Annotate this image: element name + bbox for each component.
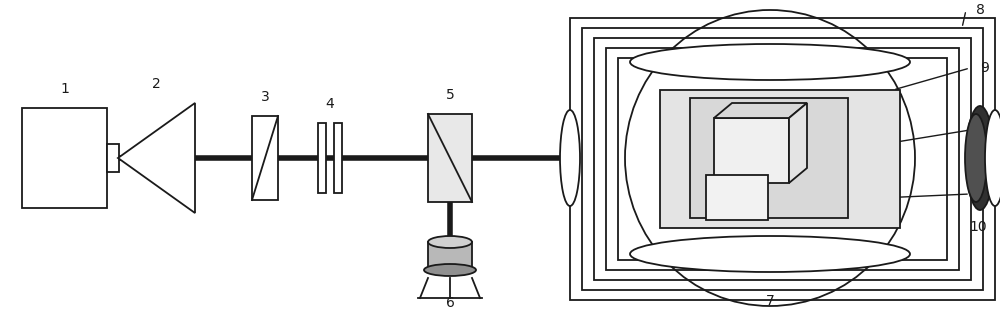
Polygon shape [714,103,807,118]
Bar [428,114,472,202]
Ellipse shape [630,236,910,272]
Bar [606,48,959,270]
Bar [334,123,342,193]
Text: 2: 2 [152,77,161,91]
Bar [582,28,983,290]
Ellipse shape [424,264,476,276]
Text: 4: 4 [326,97,334,111]
Text: 5: 5 [446,88,454,102]
Ellipse shape [965,114,987,202]
Bar [660,90,900,228]
Bar [107,144,119,172]
Text: 9: 9 [980,61,989,75]
Text: 7: 7 [766,294,774,308]
Text: 10: 10 [969,220,987,234]
Text: 12: 12 [980,187,998,201]
Bar [428,242,472,270]
Bar [570,18,995,300]
Ellipse shape [560,110,580,206]
Bar [252,116,278,200]
Bar [318,123,326,193]
Text: 6: 6 [446,296,454,310]
Text: 11: 11 [980,123,998,137]
Bar [594,38,971,280]
Ellipse shape [985,110,1000,206]
Bar [618,58,947,260]
Bar [22,108,107,208]
Polygon shape [118,103,195,213]
Bar [706,175,768,220]
Text: 3: 3 [261,90,269,104]
Text: 8: 8 [976,3,985,17]
Polygon shape [789,103,807,183]
Bar [690,98,848,218]
Ellipse shape [630,44,910,80]
Text: 1: 1 [60,82,69,96]
Bar [714,118,789,183]
Ellipse shape [966,106,994,210]
Ellipse shape [428,236,472,248]
